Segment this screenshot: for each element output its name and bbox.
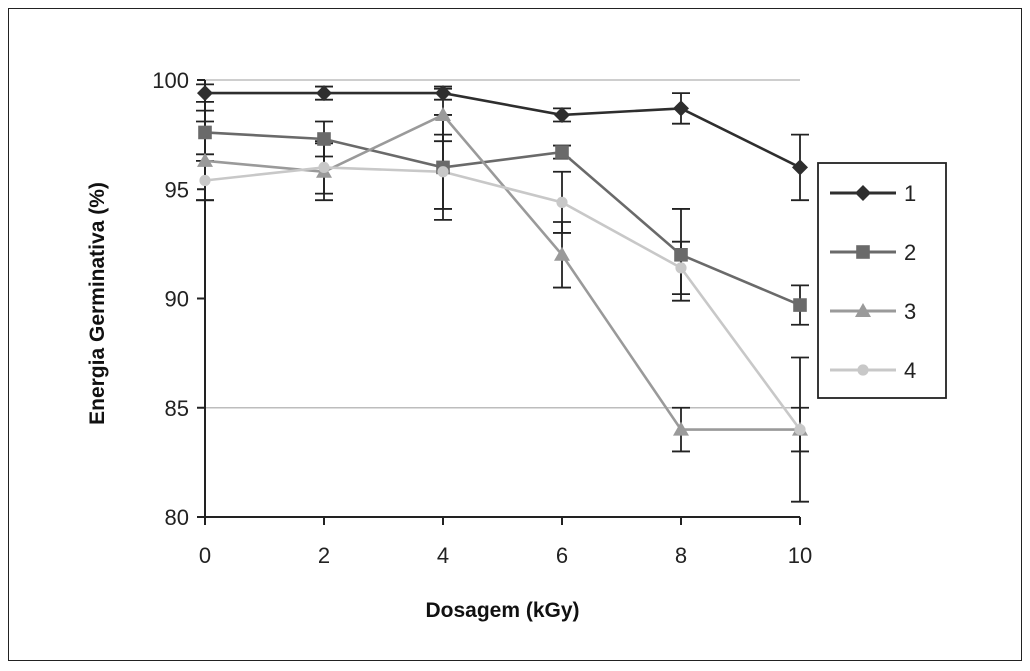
legend-item: 3 xyxy=(830,299,916,324)
y-axis-title: Energia Germinativa (%) xyxy=(86,182,109,425)
x-tick-label: 8 xyxy=(675,543,687,568)
legend-label: 2 xyxy=(904,240,916,265)
legend-label: 4 xyxy=(904,358,916,383)
data-point-series-4 xyxy=(199,174,211,187)
data-point-series-2 xyxy=(198,125,212,140)
legend-item: 2 xyxy=(830,240,916,265)
series-line-3 xyxy=(204,113,800,431)
data-point-series-1 xyxy=(792,159,808,176)
series-line-4 xyxy=(204,166,802,431)
axes xyxy=(197,79,801,525)
y-tick-label: 100 xyxy=(152,68,189,93)
series-line-2 xyxy=(204,131,801,307)
data-point-series-1 xyxy=(673,100,689,117)
legend-item: 4 xyxy=(830,358,916,383)
data-point-series-4 xyxy=(437,166,449,178)
data-point-series-4 xyxy=(675,262,687,274)
x-tick-label: 10 xyxy=(788,543,812,568)
data-point-series-4 xyxy=(318,161,330,173)
x-tick-label: 4 xyxy=(437,543,449,568)
data-point-series-2 xyxy=(555,145,569,159)
data-point-series-3 xyxy=(197,152,213,167)
x-tick-label: 2 xyxy=(318,543,330,568)
data-point-series-3 xyxy=(554,246,570,261)
x-tick-label: 6 xyxy=(556,543,568,568)
legend-swatch-marker xyxy=(856,245,870,259)
legend-swatch-marker xyxy=(855,185,871,201)
series-line-1 xyxy=(205,91,801,169)
data-point-series-2 xyxy=(793,298,807,312)
error-bars xyxy=(196,83,809,503)
y-tick-label: 90 xyxy=(165,287,189,312)
legend-item: 1 xyxy=(830,181,916,206)
x-axis-title: Dosagem (kGy) xyxy=(425,599,579,622)
data-point-series-2 xyxy=(674,248,688,262)
data-point-series-1 xyxy=(316,85,332,102)
legend-swatch-marker xyxy=(857,364,869,376)
figure-frame xyxy=(8,8,1022,661)
legend-label: 3 xyxy=(904,299,916,324)
data-point-series-4 xyxy=(556,196,568,208)
legend-label: 1 xyxy=(904,181,916,206)
gridlines xyxy=(205,79,800,409)
data-point-series-2 xyxy=(317,132,331,146)
y-tick-label: 85 xyxy=(165,396,189,421)
legend: 1 2 3 4 xyxy=(817,162,947,399)
data-point-series-1 xyxy=(554,106,570,123)
data-point-series-4 xyxy=(794,424,806,436)
legend-swatch-marker xyxy=(855,303,871,317)
data-point-series-3 xyxy=(435,106,451,121)
y-tick-label: 80 xyxy=(165,505,189,530)
data-point-series-1 xyxy=(197,85,213,102)
series-lines xyxy=(204,91,802,431)
series-markers xyxy=(197,85,808,436)
y-tick-label: 95 xyxy=(165,177,189,202)
legend-box xyxy=(817,162,947,399)
data-point-series-3 xyxy=(673,421,689,436)
data-point-series-1 xyxy=(435,85,451,102)
tick-labels: 80 85 90 95 100 0 2 4 6 8 10 xyxy=(152,68,812,568)
x-tick-label: 0 xyxy=(199,543,211,568)
